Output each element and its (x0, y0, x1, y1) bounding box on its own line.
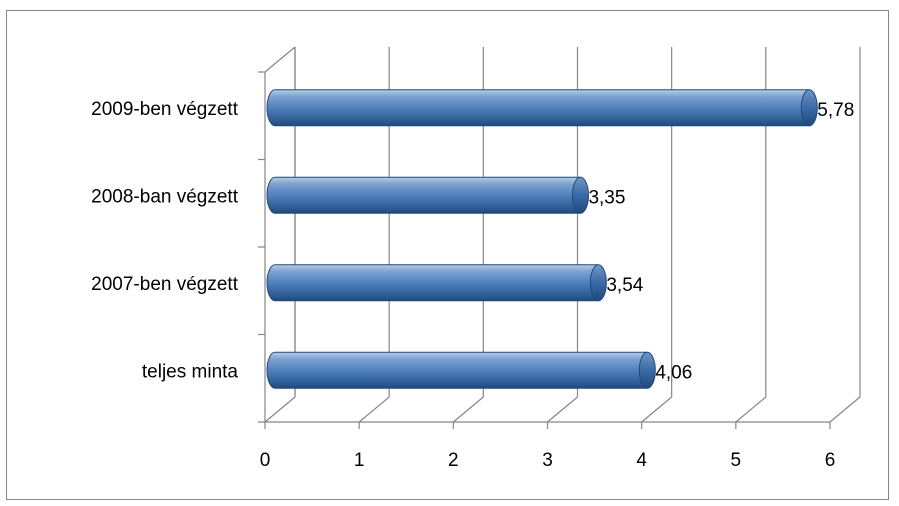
category-label: teljes minta (142, 361, 239, 382)
bar-cap (638, 351, 656, 389)
floor-gridline (641, 396, 673, 423)
x-tick-label: 4 (636, 450, 647, 471)
data-label: 3,35 (588, 187, 625, 208)
floor-gridline (452, 396, 484, 423)
x-tick-label: 2 (448, 450, 459, 471)
data-label: 3,54 (606, 275, 643, 296)
category-label: 2008-ban végzett (91, 186, 239, 207)
bar-body (266, 264, 599, 302)
floor-gridline (829, 396, 861, 423)
bar-cap (589, 264, 607, 302)
bar (266, 351, 656, 389)
x-tick-label: 0 (260, 450, 271, 471)
x-tick-label: 5 (731, 450, 742, 471)
x-tick-label: 3 (542, 450, 553, 471)
bar (266, 264, 607, 302)
data-label: 4,06 (655, 362, 692, 383)
bar-cap (571, 176, 589, 214)
x-tick-label: 6 (825, 450, 836, 471)
category-label: 2009-ben végzett (91, 99, 239, 120)
floor-gridline (264, 396, 296, 423)
x-tick-label: 1 (354, 450, 365, 471)
bar-body (266, 351, 648, 389)
labels: 0 1 2 3 4 5 6 teljes minta 4,06 2007-ben végzett 3… (91, 99, 854, 471)
bar (266, 89, 818, 127)
floor-gridline (547, 396, 578, 423)
floor-gridline (358, 396, 390, 423)
side-wall-top-edge (264, 46, 296, 73)
bar-body (266, 89, 810, 127)
data-label: 5,78 (817, 100, 854, 121)
category-label: 2007-ben végzett (91, 274, 239, 295)
bar-cap (800, 89, 818, 127)
bar-body (266, 176, 581, 214)
floor-gridline (735, 396, 767, 423)
bar (266, 176, 589, 214)
bars (266, 89, 818, 389)
